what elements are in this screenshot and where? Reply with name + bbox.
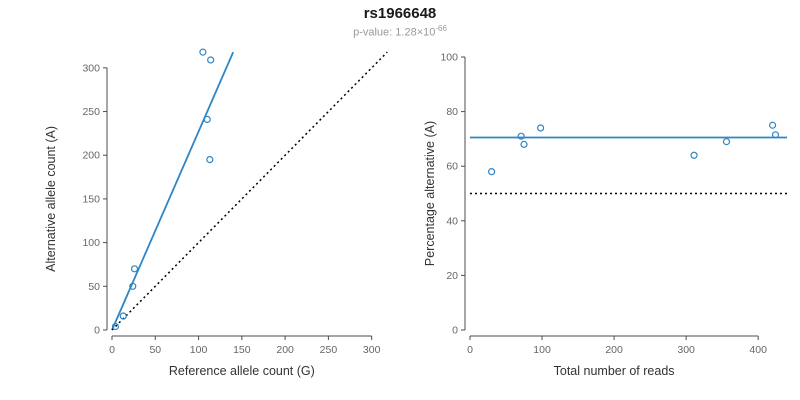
- y-tick-label: 150: [82, 193, 100, 205]
- x-tick-label: 100: [190, 344, 208, 356]
- data-point: [517, 132, 525, 140]
- data-point: [111, 322, 120, 331]
- x-tick-label: 300: [677, 344, 695, 356]
- y-tick-label: 20: [446, 270, 458, 282]
- x-tick-label: 150: [233, 344, 251, 356]
- y-tick-label: 200: [82, 150, 100, 162]
- y-tick-label: 60: [446, 161, 458, 173]
- data-point: [722, 138, 731, 146]
- pvalue-exponent: -66: [435, 24, 447, 33]
- x-tick-label: 250: [320, 344, 338, 356]
- data-point: [129, 282, 137, 290]
- x-tick-label: 400: [749, 344, 767, 356]
- y-tick-label: 100: [82, 237, 100, 249]
- x-tick-label: 50: [149, 344, 161, 356]
- x-tick-label: 300: [363, 344, 381, 356]
- y-tick-label: 40: [446, 215, 458, 227]
- y-tick-label: 50: [88, 281, 100, 293]
- pvalue-mantissa: 1.28×10: [395, 26, 436, 39]
- identity-line: [111, 51, 388, 331]
- x-axis-label: Total number of reads: [554, 364, 675, 378]
- data-point: [207, 56, 215, 64]
- y-axis-label: Alternative allele count (A): [44, 126, 58, 272]
- x-tick-label: 0: [467, 344, 473, 356]
- x-tick-label: 200: [605, 344, 623, 356]
- pvalue-prefix: p-value:: [353, 26, 396, 39]
- x-axis-label: Reference allele count (G): [169, 364, 315, 378]
- data-point: [537, 124, 545, 132]
- y-tick-label: 80: [446, 106, 458, 118]
- figure-title: rs1966648: [363, 5, 437, 22]
- data-point: [771, 131, 780, 139]
- y-tick-label: 250: [82, 106, 100, 118]
- data-point: [520, 140, 528, 148]
- data-point: [130, 265, 139, 273]
- x-tick-label: 0: [109, 344, 115, 356]
- pvalue-subtitle: p-value: 1.28×10-66: [0, 24, 800, 39]
- y-tick-label: 100: [440, 52, 458, 64]
- data-point: [690, 151, 698, 159]
- data-point: [199, 48, 207, 56]
- data-point: [119, 312, 127, 320]
- y-tick-label: 0: [452, 325, 458, 337]
- x-tick-label: 200: [276, 344, 294, 356]
- data-point: [203, 115, 211, 124]
- allele-count-scatter-plot: 0 50 100 150 200 250 300 0 50 100 150 200 250 300 Refe…: [44, 48, 388, 378]
- data-point: [206, 155, 214, 164]
- data-point: [768, 121, 777, 129]
- x-tick-label: 100: [533, 344, 551, 356]
- y-axis-label: Percentage alternative (A): [423, 121, 437, 266]
- y-tick-label: 300: [82, 62, 100, 74]
- y-tick-label: 0: [94, 325, 100, 337]
- data-point: [488, 168, 496, 176]
